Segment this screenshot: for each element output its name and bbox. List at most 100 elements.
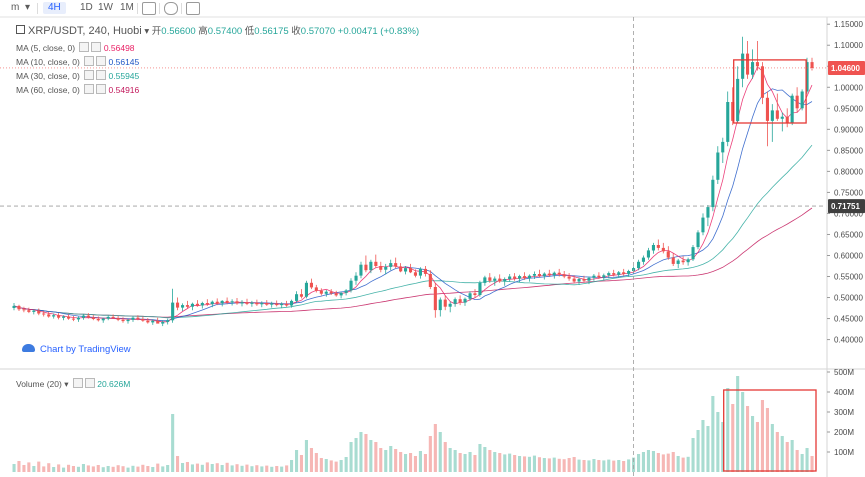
volume-bar: [280, 466, 284, 472]
candle-body: [518, 276, 522, 279]
interval-1w-button[interactable]: 1W: [98, 2, 113, 13]
low-label: 低: [244, 26, 255, 37]
ma-30-line: [13, 144, 813, 319]
volume-bar: [562, 459, 566, 472]
candle-body: [57, 315, 61, 318]
volume-bar: [637, 454, 641, 472]
ma-remove-icon[interactable]: [91, 42, 102, 52]
ma-settings-icon[interactable]: [84, 70, 95, 80]
ma-settings-icon[interactable]: [79, 42, 90, 52]
candle-body: [200, 303, 204, 306]
candle-body: [681, 260, 685, 263]
volume-bar: [701, 420, 705, 472]
candle-body: [706, 207, 710, 218]
candle-body: [126, 319, 130, 322]
volume-bar: [364, 434, 368, 472]
volume-bar: [265, 465, 269, 472]
ma-remove-icon[interactable]: [96, 70, 107, 80]
candle-body: [666, 251, 670, 258]
candle-body: [76, 317, 80, 320]
volume-remove-icon[interactable]: [84, 378, 95, 388]
volume-bar: [523, 456, 527, 472]
symbol-dropdown-icon[interactable]: ▾: [141, 26, 152, 37]
interval-4h-button[interactable]: 4H: [43, 2, 66, 14]
toolbar-divider: [37, 3, 38, 14]
candle-body: [582, 279, 586, 281]
volume-bar: [166, 465, 170, 472]
candle-body: [696, 232, 700, 248]
chart-type-icon[interactable]: [142, 2, 156, 15]
volume-bar: [716, 412, 720, 472]
volume-bar: [463, 454, 467, 472]
volume-bar: [661, 454, 665, 472]
ma-legend-row[interactable]: MA (30, close, 0) 0.55945: [16, 70, 139, 82]
price-tick-label: 0.95000: [834, 104, 863, 113]
volume-bar: [62, 467, 66, 472]
candle-body: [686, 259, 690, 263]
volume-bar: [141, 464, 145, 472]
interval-1m-button[interactable]: 1M: [120, 2, 134, 13]
candle-body: [364, 264, 368, 271]
candle-body: [726, 102, 730, 142]
volume-bar: [285, 465, 289, 472]
candle-body: [359, 264, 363, 276]
volume-bar: [171, 414, 175, 472]
candle-body: [800, 91, 804, 109]
volume-bar: [86, 465, 90, 472]
price-tick-label: 1.10000: [834, 41, 863, 50]
price-highlight-box: [733, 59, 807, 124]
open-value: 0.56600: [161, 26, 196, 37]
interval-minutes-button[interactable]: m: [11, 2, 20, 13]
ma-remove-icon[interactable]: [96, 56, 107, 66]
volume-bar: [552, 457, 556, 472]
candle-body: [760, 66, 764, 98]
interval-1d-button[interactable]: 1D: [80, 2, 93, 13]
volume-bar: [215, 463, 219, 472]
price-tick-label: 0.90000: [834, 125, 863, 134]
ma-10-line: [13, 88, 813, 322]
candle-body: [473, 293, 477, 295]
candle-body: [637, 261, 641, 269]
collapse-legend-icon[interactable]: [16, 25, 25, 34]
candle-body: [67, 316, 71, 319]
volume-bar: [57, 464, 61, 472]
volume-bar: [235, 464, 239, 472]
watermark-text: Chart by TradingView: [40, 344, 131, 355]
candle-body: [324, 291, 328, 294]
ma-legend-row[interactable]: MA (10, close, 0) 0.56145: [16, 56, 139, 68]
candle-body: [537, 274, 541, 277]
ma-remove-icon[interactable]: [96, 84, 107, 94]
interval-dropdown-chevron-icon[interactable]: ▾: [25, 2, 31, 13]
ma-legend-row[interactable]: MA (5, close, 0) 0.56498: [16, 42, 135, 54]
candle-body: [741, 53, 745, 79]
candle-body: [438, 299, 442, 311]
candle-body: [641, 257, 645, 262]
volume-bar: [52, 467, 56, 472]
ma-label: MA (5, close, 0): [16, 43, 76, 53]
tradingview-watermark[interactable]: Chart by TradingView: [22, 344, 131, 355]
volume-bar: [71, 466, 75, 472]
volume-bar: [488, 450, 492, 472]
volume-tick-label: 400M: [834, 388, 854, 397]
volume-bar: [116, 465, 120, 472]
symbol-title: XRP/USDT, 240, Huobi: [28, 25, 142, 37]
volume-bar: [394, 449, 398, 472]
volume-bar: [67, 464, 71, 472]
volume-dropdown-icon[interactable]: ▾: [61, 379, 71, 389]
volume-settings-icon[interactable]: [72, 378, 83, 388]
ma-settings-icon[interactable]: [84, 84, 95, 94]
candle-body: [676, 260, 680, 264]
screenshot-camera-icon[interactable]: [186, 2, 200, 15]
volume-bar: [557, 458, 561, 472]
volume-bar: [443, 442, 447, 472]
ma-settings-icon[interactable]: [84, 56, 95, 66]
candle-body: [463, 298, 467, 303]
candle-body: [567, 276, 571, 279]
price-tick-label: 0.60000: [834, 251, 863, 260]
volume-bar: [577, 459, 581, 472]
settings-gear-icon[interactable]: [164, 2, 178, 15]
ma-legend-row[interactable]: MA (60, close, 0) 0.54916: [16, 84, 139, 96]
candle-body: [617, 272, 621, 275]
close-value: 0.57070: [300, 26, 336, 37]
